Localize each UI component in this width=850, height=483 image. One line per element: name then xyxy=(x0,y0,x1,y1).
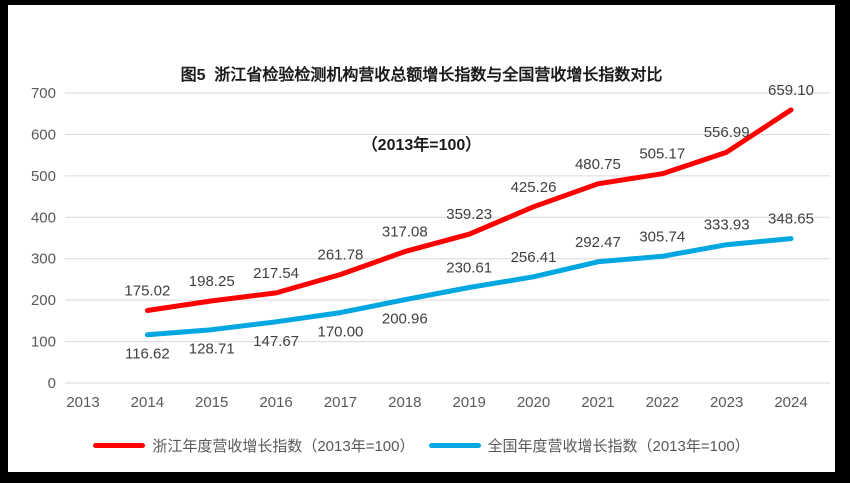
data-label: 170.00 xyxy=(318,324,364,341)
data-label: 359.23 xyxy=(446,206,492,223)
data-label: 261.78 xyxy=(318,247,364,264)
series-line-0 xyxy=(144,107,794,313)
y-tick-label: 200 xyxy=(31,292,56,309)
x-tick-label: 2016 xyxy=(259,394,292,411)
data-label: 217.54 xyxy=(253,265,299,282)
data-label: 292.47 xyxy=(575,234,621,251)
data-label: 256.41 xyxy=(511,249,557,266)
data-label: 333.93 xyxy=(704,217,750,234)
data-label: 317.08 xyxy=(382,224,428,241)
legend-label-zhejiang: 浙江年度营收增长指数（2013年=100） xyxy=(152,438,415,455)
x-tick-label: 2023 xyxy=(710,394,743,411)
data-label: 198.25 xyxy=(189,273,235,290)
x-tick-label: 2022 xyxy=(646,394,679,411)
chart-title-line2: （2013年=100） xyxy=(361,136,482,154)
data-label: 348.65 xyxy=(768,211,814,228)
x-tick-label: 2020 xyxy=(517,394,550,411)
legend-item-zhejiang: 浙江年度营收增长指数（2013年=100） xyxy=(93,435,415,456)
x-tick-label: 2019 xyxy=(452,394,485,411)
x-tick-label: 2024 xyxy=(774,394,807,411)
y-tick-label: 300 xyxy=(31,251,56,268)
data-label: 305.74 xyxy=(639,228,685,245)
plot-area: 0 100 200 300 400 500 600 700 2013 2014 2015 2016 20… xyxy=(31,82,830,411)
x-tick-label: 2018 xyxy=(388,394,421,411)
chart-title-line1: 图5 浙江省检验检测机构营收总额增长指数与全国营收增长指数对比 xyxy=(180,67,663,85)
data-label: 128.71 xyxy=(189,341,235,358)
series-line-1 xyxy=(144,236,794,338)
data-label: 505.17 xyxy=(639,146,685,163)
y-tick-label: 500 xyxy=(31,168,56,185)
chart-frame: 图5 浙江省检验检测机构营收总额增长指数与全国营收增长指数对比 （2013年=1… xyxy=(8,5,835,472)
zhejiang-line-swatch xyxy=(93,443,146,448)
data-label: 230.61 xyxy=(446,259,492,276)
y-tick-label: 400 xyxy=(31,209,56,226)
y-tick-label: 100 xyxy=(31,334,56,351)
data-label: 147.67 xyxy=(253,333,299,350)
data-label: 659.10 xyxy=(768,82,814,99)
y-tick-label: 600 xyxy=(31,126,56,143)
data-label: 480.75 xyxy=(575,156,621,173)
data-label: 175.02 xyxy=(124,282,170,299)
x-tick-label: 2015 xyxy=(195,394,228,411)
y-tick-label: 700 xyxy=(31,85,56,102)
data-label: 556.99 xyxy=(704,124,750,141)
data-label: 425.26 xyxy=(511,179,557,196)
y-tick-label: 0 xyxy=(48,375,56,392)
legend: 浙江年度营收增长指数（2013年=100） 全国年度营收增长指数（2013年=1… xyxy=(8,435,835,456)
data-label: 116.62 xyxy=(125,346,170,363)
x-tick-label: 2017 xyxy=(324,394,357,411)
x-tick-label: 2013 xyxy=(66,394,99,411)
data-label: 200.96 xyxy=(382,311,428,328)
x-tick-label: 2021 xyxy=(581,394,614,411)
legend-label-national: 全国年度营收增长指数（2013年=100） xyxy=(487,438,750,455)
national-line-swatch xyxy=(428,443,481,448)
chart-title: 图5 浙江省检验检测机构营收总额增长指数与全国营收增长指数对比 （2013年=1… xyxy=(8,5,835,204)
legend-item-national: 全国年度营收增长指数（2013年=100） xyxy=(428,435,750,456)
x-tick-label: 2014 xyxy=(131,394,164,411)
